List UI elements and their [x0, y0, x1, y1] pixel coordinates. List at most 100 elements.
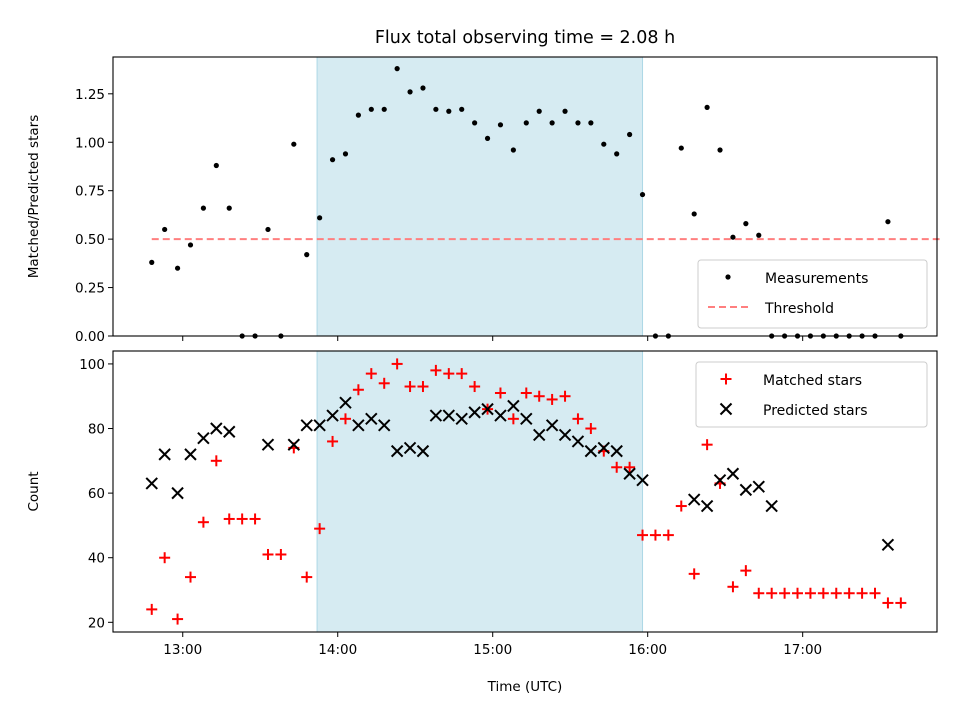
predicted-stars-point [145, 477, 158, 490]
predicted-stars-point [610, 444, 623, 458]
predicted-stars-point [636, 473, 649, 487]
measurement-point [162, 226, 168, 233]
matched-stars-point [830, 587, 842, 599]
matched-stars-point [662, 529, 674, 541]
matched-stars-point [675, 500, 687, 512]
matched-stars-point [443, 368, 455, 380]
predicted-stars-point [494, 409, 507, 422]
bottom-panel-frame [112, 350, 938, 633]
y-tick-label: 0.00 [75, 329, 105, 345]
predicted-stars-point [752, 480, 765, 493]
bottom-panel-shaded-interval [316, 350, 644, 633]
measurement-point [446, 108, 452, 114]
measurement-point [523, 120, 529, 126]
measurement-point [213, 162, 219, 169]
measurement-point [433, 106, 439, 112]
x-axis-label: Time (UTC) [487, 679, 563, 695]
measurement-point [704, 104, 710, 110]
legend-measurements-label: Measurements [765, 271, 868, 287]
measurement-point [200, 205, 207, 211]
top-panel-legend-box [697, 259, 928, 329]
predicted-stars-point [520, 412, 533, 426]
matched-stars-point [262, 548, 274, 560]
measurement-point [149, 259, 155, 265]
predicted-stars-point [339, 396, 352, 409]
measurement-point [226, 205, 232, 211]
top-panel-shaded-interval [316, 56, 644, 337]
x-tick-label: 17:00 [783, 642, 822, 658]
x-tick-label: 16:00 [628, 642, 667, 658]
matched-stars-point [417, 381, 429, 393]
x-tick-label: 13:00 [163, 642, 202, 658]
matched-stars-point [533, 390, 545, 402]
legend-predicted-marker [719, 402, 733, 416]
matched-stars-point [624, 461, 636, 473]
legend-plus-glyph [720, 373, 732, 385]
legend-threshold-label: Threshold [764, 301, 834, 317]
matched-stars-point [197, 516, 209, 528]
predicted-stars-point [571, 435, 585, 448]
predicted-stars-point [365, 412, 378, 426]
bottom-panel-y-axis-label: Count [26, 471, 42, 511]
measurement-point [381, 106, 387, 112]
matched-stars-point [223, 513, 235, 525]
predicted-stars-point [403, 441, 417, 455]
predicted-stars-point [713, 473, 727, 487]
legend-matched-marker [720, 373, 732, 385]
matched-stars-point [649, 529, 661, 541]
legend-measurements-marker [725, 274, 731, 280]
matched-stars-point [378, 377, 390, 389]
matched-stars-point [159, 552, 171, 564]
predicted-stars-point [765, 499, 778, 513]
measurement-point [639, 191, 646, 198]
measurement-point [549, 120, 555, 126]
matched-stars-point [572, 413, 584, 425]
matched-stars-point [766, 587, 778, 599]
matched-stars-point [856, 587, 868, 599]
measurement-point [355, 112, 361, 118]
measurement-point [317, 215, 323, 221]
matched-stars-point [740, 565, 752, 577]
matched-stars-point [559, 390, 571, 402]
measurement-point [329, 157, 336, 163]
predicted-stars-point [881, 538, 895, 552]
matched-stars-point [391, 358, 403, 370]
matched-stars-point [869, 587, 881, 599]
measurement-point [510, 147, 516, 153]
matched-stars-point [701, 439, 713, 451]
measurement-point [562, 108, 568, 114]
bottom-panel-legend-box [695, 361, 928, 428]
predicted-stars-point [158, 448, 171, 461]
matched-stars-point [314, 523, 326, 535]
matched-stars-point [327, 435, 339, 447]
measurement-point [743, 221, 749, 227]
y-tick-label: 40 [88, 551, 105, 567]
predicted-stars-point [558, 428, 572, 442]
measurement-point [730, 234, 736, 240]
matched-stars-point [585, 423, 597, 435]
matched-stars-point [817, 587, 829, 599]
predicted-stars-point [197, 431, 210, 445]
predicted-stars-point [700, 499, 714, 513]
matched-stars-point [301, 571, 313, 583]
measurement-point [368, 106, 374, 112]
matched-stars-point [727, 581, 739, 593]
measurement-point [614, 151, 620, 157]
matched-stars-point [792, 587, 804, 599]
measurement-point [174, 265, 181, 271]
predicted-stars-point [416, 444, 430, 458]
predicted-stars-point [287, 438, 301, 451]
measurement-point [187, 242, 194, 248]
matched-stars-point [249, 513, 261, 525]
predicted-stars-point [171, 486, 184, 500]
matched-stars-point [469, 381, 481, 393]
predicted-stars-point [326, 409, 339, 422]
matched-stars-point [236, 513, 248, 525]
measurement-point [291, 141, 297, 147]
predicted-stars-point [313, 419, 326, 432]
matched-stars-point [172, 613, 184, 625]
y-tick-label: 0.50 [75, 232, 105, 248]
bottom-panel-legend: Matched stars Predicted stars [695, 361, 928, 428]
measurement-point [627, 131, 633, 138]
predicted-stars-point [481, 402, 494, 416]
